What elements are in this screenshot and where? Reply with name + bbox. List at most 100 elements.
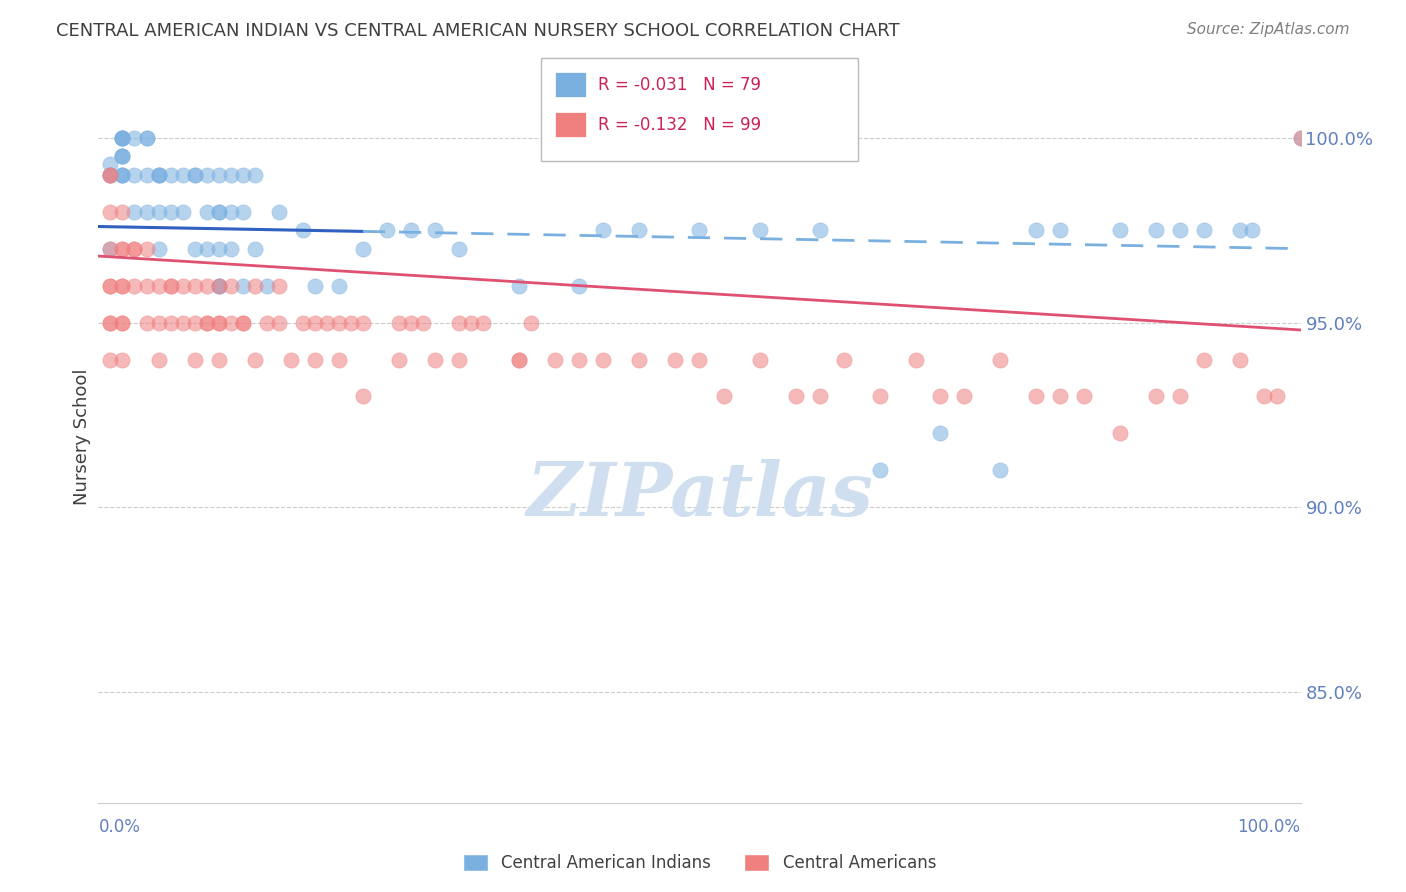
Point [1049, 223, 1071, 237]
Point [399, 223, 422, 237]
Point [388, 316, 411, 330]
Point [508, 352, 530, 367]
Point [195, 168, 218, 182]
Point [447, 316, 470, 330]
Point [1253, 389, 1275, 403]
Point [100, 352, 122, 367]
Point [195, 316, 218, 330]
Point [508, 278, 530, 293]
Point [1025, 389, 1047, 403]
Point [183, 242, 205, 256]
Point [124, 242, 146, 256]
Point [1170, 389, 1192, 403]
Point [1265, 389, 1288, 403]
Point [423, 223, 446, 237]
Point [256, 278, 278, 293]
Point [208, 316, 231, 330]
Point [124, 242, 146, 256]
Point [304, 278, 326, 293]
Legend: Central American Indians, Central Americans: Central American Indians, Central Americ… [456, 847, 943, 879]
Point [664, 352, 686, 367]
Point [195, 316, 218, 330]
Point [111, 149, 134, 163]
Point [172, 278, 194, 293]
Point [183, 168, 205, 182]
Point [423, 352, 446, 367]
Point [928, 389, 950, 403]
Point [111, 316, 134, 330]
Point [100, 278, 122, 293]
Point [243, 278, 266, 293]
Point [195, 242, 218, 256]
Point [159, 278, 181, 293]
Point [124, 131, 146, 145]
Point [291, 316, 314, 330]
Point [592, 223, 614, 237]
Point [111, 168, 134, 182]
Point [460, 316, 482, 330]
Point [100, 242, 122, 256]
Point [111, 149, 134, 163]
Point [520, 316, 543, 330]
Point [148, 316, 170, 330]
Point [208, 278, 231, 293]
Point [111, 131, 134, 145]
Point [267, 316, 290, 330]
Point [1194, 223, 1216, 237]
Point [412, 316, 434, 330]
Point [1109, 426, 1132, 441]
Point [100, 168, 122, 182]
Point [208, 168, 231, 182]
Point [568, 352, 591, 367]
Point [1229, 352, 1251, 367]
Point [1144, 223, 1167, 237]
Point [111, 149, 134, 163]
Point [183, 278, 205, 293]
Point [689, 352, 711, 367]
Point [328, 278, 350, 293]
Point [135, 131, 157, 145]
Point [111, 131, 134, 145]
Point [232, 204, 254, 219]
Point [304, 352, 326, 367]
Point [1144, 389, 1167, 403]
Point [869, 389, 891, 403]
Point [148, 242, 170, 256]
Point [953, 389, 976, 403]
Point [135, 204, 157, 219]
Y-axis label: Nursery School: Nursery School [73, 368, 91, 506]
Point [135, 168, 157, 182]
Point [172, 204, 194, 219]
Point [1170, 223, 1192, 237]
Point [928, 426, 950, 441]
Point [340, 316, 363, 330]
Text: ZIPatlas: ZIPatlas [526, 459, 873, 532]
Point [159, 316, 181, 330]
Point [111, 168, 134, 182]
Point [100, 204, 122, 219]
Point [219, 168, 242, 182]
Text: Source: ZipAtlas.com: Source: ZipAtlas.com [1187, 22, 1350, 37]
Point [111, 278, 134, 293]
Point [100, 168, 122, 182]
Point [135, 316, 157, 330]
Point [135, 242, 157, 256]
Point [148, 278, 170, 293]
Text: R = -0.132   N = 99: R = -0.132 N = 99 [598, 116, 761, 134]
Point [219, 316, 242, 330]
Point [111, 242, 134, 256]
Point [243, 168, 266, 182]
Point [472, 316, 495, 330]
Point [267, 204, 290, 219]
Point [832, 352, 855, 367]
Point [111, 131, 134, 145]
Point [243, 352, 266, 367]
Point [352, 242, 374, 256]
Point [208, 278, 231, 293]
Point [508, 352, 530, 367]
Point [352, 389, 374, 403]
Point [100, 242, 122, 256]
Point [135, 131, 157, 145]
Point [111, 168, 134, 182]
Point [159, 278, 181, 293]
